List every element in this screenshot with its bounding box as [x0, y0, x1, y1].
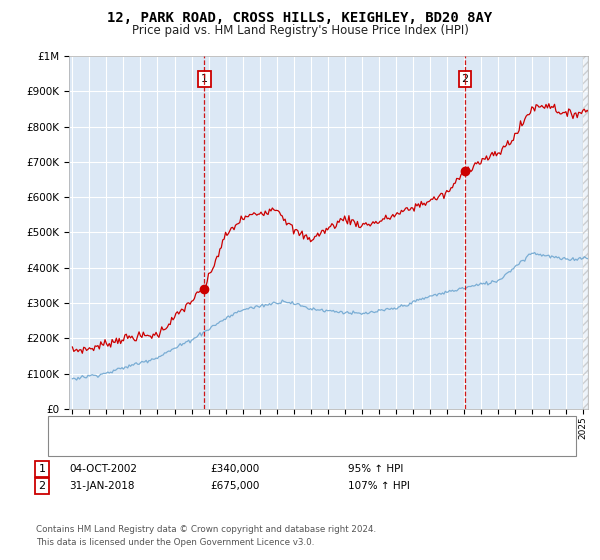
Text: 2: 2	[461, 74, 469, 84]
Text: 31-JAN-2018: 31-JAN-2018	[69, 481, 134, 491]
Text: 1: 1	[201, 74, 208, 84]
Text: 1: 1	[38, 464, 46, 474]
Text: 12, PARK ROAD, CROSS HILLS, KEIGHLEY, BD20 8AY: 12, PARK ROAD, CROSS HILLS, KEIGHLEY, BD…	[107, 11, 493, 25]
Text: 2: 2	[38, 481, 46, 491]
Text: 95% ↑ HPI: 95% ↑ HPI	[348, 464, 403, 474]
Text: 04-OCT-2002: 04-OCT-2002	[69, 464, 137, 474]
Text: Price paid vs. HM Land Registry's House Price Index (HPI): Price paid vs. HM Land Registry's House …	[131, 24, 469, 36]
Text: HPI: Average price, detached house, North Yorkshire: HPI: Average price, detached house, Nort…	[93, 438, 349, 449]
Text: £675,000: £675,000	[210, 481, 259, 491]
Text: £340,000: £340,000	[210, 464, 259, 474]
Text: Contains HM Land Registry data © Crown copyright and database right 2024.
This d: Contains HM Land Registry data © Crown c…	[36, 525, 376, 547]
Text: 12, PARK ROAD, CROSS HILLS, KEIGHLEY, BD20 8AY (detached house): 12, PARK ROAD, CROSS HILLS, KEIGHLEY, BD…	[93, 419, 436, 430]
Text: 107% ↑ HPI: 107% ↑ HPI	[348, 481, 410, 491]
